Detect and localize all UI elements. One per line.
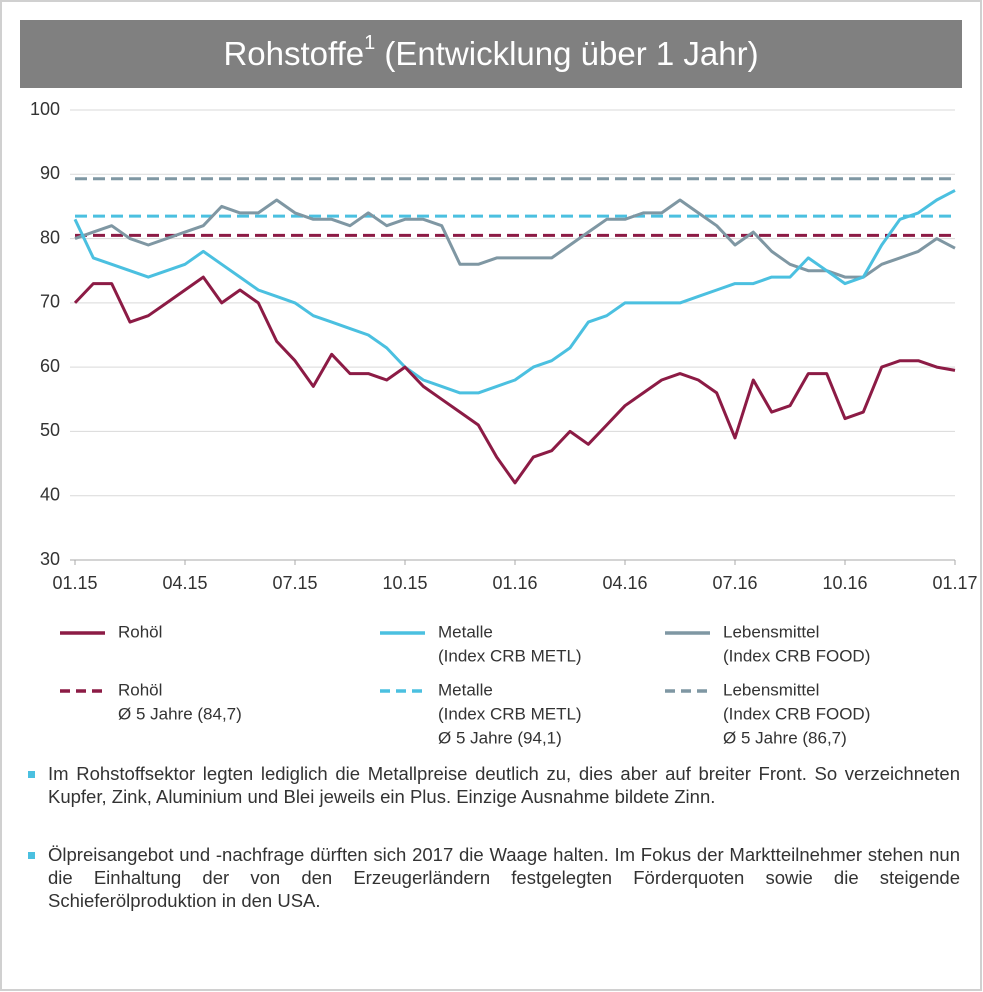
x-tick-label: 01.17: [932, 573, 977, 593]
title-text: (Entwicklung über 1 Jahr): [375, 35, 758, 72]
legend-label: (Index CRB FOOD): [723, 704, 870, 723]
legend-label: Lebensmittel: [723, 622, 819, 641]
legend-label: (Index CRB METL): [438, 704, 582, 723]
y-tick-label: 80: [40, 227, 60, 247]
series-line: [74, 198, 956, 279]
bullet: [28, 852, 35, 859]
series-line: [73, 189, 956, 395]
title-text: Rohstoffe: [223, 35, 364, 72]
legend-label: Ø 5 Jahre (86,7): [723, 728, 847, 747]
x-tick-label: 07.15: [272, 573, 317, 593]
x-tick-label: 04.15: [162, 573, 207, 593]
x-tick-label: 07.16: [712, 573, 757, 593]
paragraph: Im Rohstoffsektor legten lediglich die M…: [48, 763, 960, 807]
title-bar: [20, 20, 962, 88]
x-tick-label: 04.16: [602, 573, 647, 593]
legend-label: Ø 5 Jahre (84,7): [118, 704, 242, 723]
legend-label: (Index CRB FOOD): [723, 646, 870, 665]
y-tick-label: 90: [40, 163, 60, 183]
legend-label: Lebensmittel: [723, 680, 819, 699]
bullet: [28, 771, 35, 778]
paragraph: Ölpreisangebot und -nachfrage dürften si…: [48, 844, 960, 911]
legend-label: Ø 5 Jahre (94,1): [438, 728, 562, 747]
x-tick-label: 10.15: [382, 573, 427, 593]
legend-label: Rohöl: [118, 680, 162, 699]
y-tick-label: 70: [40, 292, 60, 312]
legend-label: Metalle: [438, 622, 493, 641]
title-sup: 1: [364, 32, 375, 54]
x-tick-label: 01.16: [492, 573, 537, 593]
y-tick-label: 30: [40, 549, 60, 569]
y-tick-label: 60: [40, 356, 60, 376]
legend-label: (Index CRB METL): [438, 646, 582, 665]
series-line: [73, 275, 956, 485]
legend-label: Metalle: [438, 680, 493, 699]
legend-label: Rohöl: [118, 622, 162, 641]
y-tick-label: 40: [40, 484, 60, 504]
y-tick-label: 50: [40, 420, 60, 440]
y-tick-label: 100: [30, 99, 60, 119]
x-tick-label: 01.15: [52, 573, 97, 593]
chart-title: Rohstoffe1 (Entwicklung über 1 Jahr): [223, 32, 758, 71]
x-tick-label: 10.16: [822, 573, 867, 593]
